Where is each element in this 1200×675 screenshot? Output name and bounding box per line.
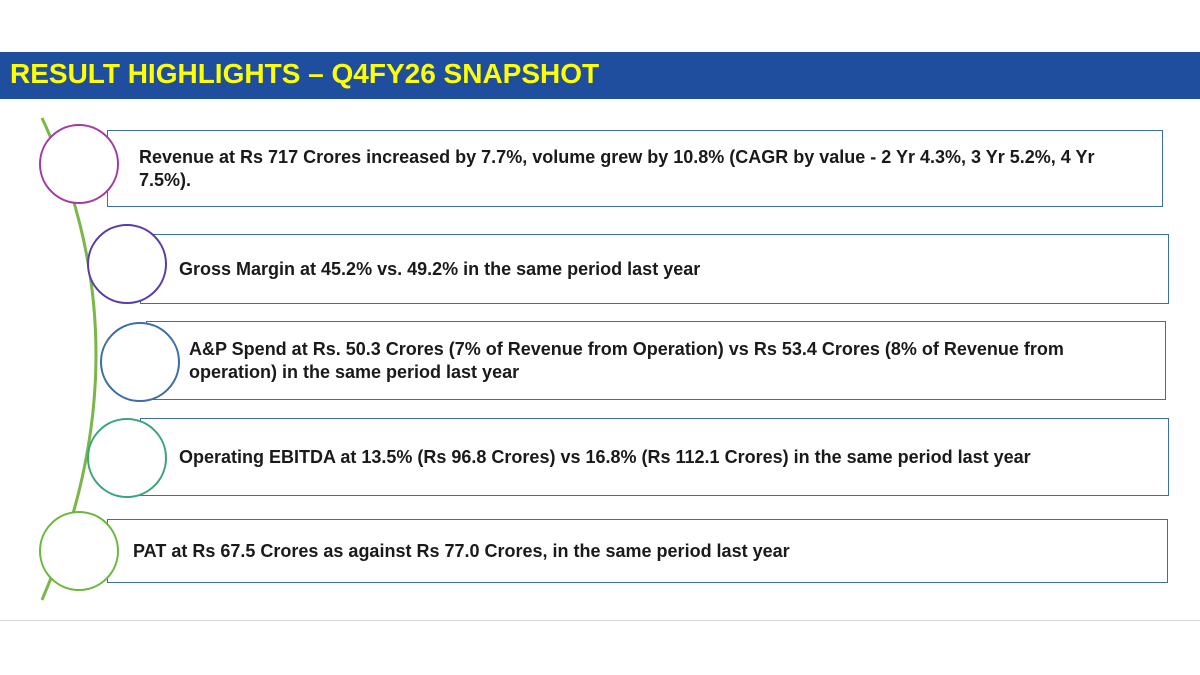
- highlight-box-pat: PAT at Rs 67.5 Crores as against Rs 77.0…: [107, 519, 1168, 583]
- highlight-text-ap-spend: A&P Spend at Rs. 50.3 Crores (7% of Reve…: [189, 338, 1064, 382]
- highlight-box-revenue: Revenue at Rs 717 Crores increased by 7.…: [107, 130, 1163, 207]
- highlight-text-ebitda: Operating EBITDA at 13.5% (Rs 96.8 Crore…: [179, 446, 1031, 467]
- timeline-circle-icon: [39, 124, 119, 204]
- timeline-circle-icon: [87, 224, 167, 304]
- highlight-text-gross-margin: Gross Margin at 45.2% vs. 49.2% in the s…: [179, 258, 701, 279]
- bottom-divider: [0, 620, 1200, 621]
- title-bar: RESULT HIGHLIGHTS – Q4FY26 SNAPSHOT: [0, 52, 1200, 99]
- highlight-text-pat: PAT at Rs 67.5 Crores as against Rs 77.0…: [133, 540, 790, 561]
- timeline-circle-icon: [39, 511, 119, 591]
- slide-title: RESULT HIGHLIGHTS – Q4FY26 SNAPSHOT: [10, 58, 600, 89]
- timeline-circle-icon: [100, 322, 180, 402]
- timeline-circle-icon: [87, 418, 167, 498]
- highlight-box-ebitda: Operating EBITDA at 13.5% (Rs 96.8 Crore…: [140, 418, 1169, 496]
- highlight-box-gross-margin: Gross Margin at 45.2% vs. 49.2% in the s…: [140, 234, 1169, 304]
- highlight-text-revenue: Revenue at Rs 717 Crores increased by 7.…: [139, 146, 1095, 190]
- highlight-box-ap-spend: A&P Spend at Rs. 50.3 Crores (7% of Reve…: [146, 321, 1166, 400]
